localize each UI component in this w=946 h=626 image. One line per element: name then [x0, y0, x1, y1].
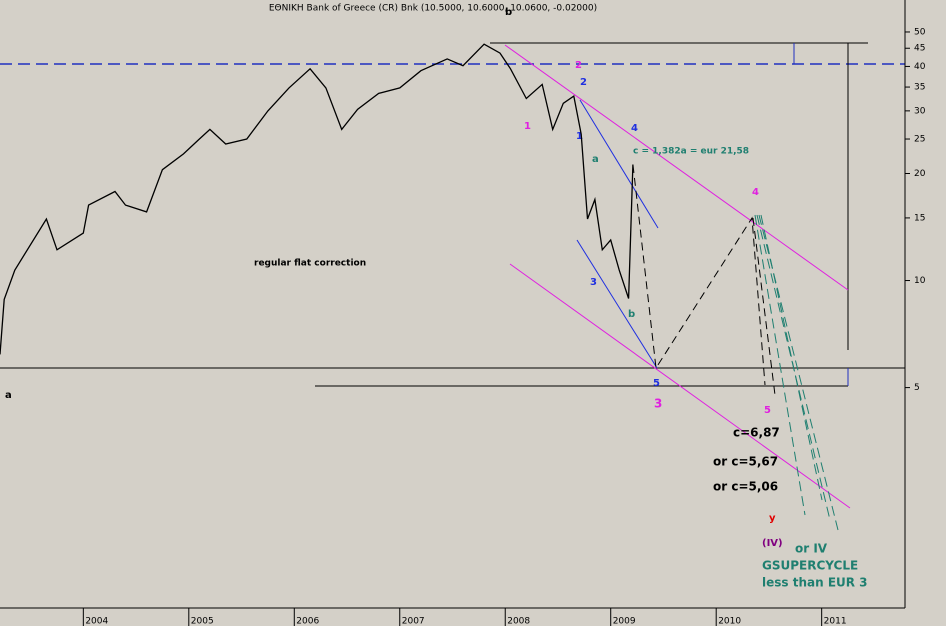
- annotation: b: [628, 309, 635, 320]
- annotation: 4: [631, 123, 638, 134]
- x-tick-label: 2007: [402, 617, 425, 626]
- y-tick-label: 50: [914, 27, 926, 37]
- annotation: y: [769, 513, 776, 524]
- annotation: 5: [653, 378, 660, 389]
- annotations: a b 1 2 3 4 5 1 2 3 4 5 a b c = 1,382a =…: [5, 7, 868, 590]
- projection-line: [754, 214, 806, 516]
- annotation: c=6,87: [733, 426, 780, 440]
- x-tick-label: 2009: [613, 617, 636, 626]
- annotation: 1: [576, 131, 583, 142]
- annotation: or c=5,67: [713, 455, 778, 469]
- y-tick-label: 20: [914, 169, 926, 179]
- annotation: 4: [752, 187, 759, 198]
- wave-line: [579, 99, 659, 229]
- y-tick-label: 25: [914, 135, 925, 145]
- annotation: 2: [575, 60, 582, 71]
- annotation: 3: [590, 277, 597, 288]
- y-tick-label: 35: [914, 83, 925, 93]
- x-tick-label: 2010: [718, 617, 741, 626]
- x-tick-label: 2011: [824, 617, 847, 626]
- chart-title: ΕΘΝΙΚΗ Bank of Greece (CR) Bnk (10.5000,…: [269, 4, 597, 14]
- x-tick-label: 2006: [296, 617, 319, 626]
- annotation: c = 1,382a = eur 21,58: [633, 147, 749, 157]
- annotation: regular flat correction: [254, 259, 366, 269]
- annotation: GSUPERCYCLE: [762, 559, 858, 573]
- annotation: a: [592, 154, 599, 165]
- annotation: less than EUR 3: [762, 576, 868, 590]
- annotation: 2: [580, 77, 587, 88]
- projection-line: [760, 214, 823, 501]
- annotation: or IV: [795, 542, 828, 556]
- projection-line: [632, 164, 766, 386]
- x-tick-label: 2008: [507, 617, 530, 626]
- annotation: 3: [654, 397, 662, 411]
- x-tick-label: 2004: [85, 617, 108, 626]
- y-tick-label: 45: [914, 44, 925, 54]
- y-tick-label: 40: [914, 62, 926, 72]
- x-tick-label: 2005: [191, 617, 214, 626]
- annotation: b: [505, 7, 512, 18]
- annotation: or c=5,06: [713, 480, 778, 494]
- annotation: 5: [764, 405, 771, 416]
- channel-line: [504, 44, 849, 291]
- annotation: a: [5, 390, 12, 401]
- annotation-lines: [0, 42, 905, 531]
- price-line: [0, 43, 634, 355]
- y-tick-label: 30: [914, 106, 926, 116]
- annotation: 1: [524, 121, 531, 132]
- y-tick-label: 5: [914, 383, 920, 393]
- wave-line: [576, 239, 658, 369]
- annotation: (IV): [762, 538, 783, 549]
- y-tick-label: 15: [914, 213, 925, 223]
- y-tick-label: 10: [914, 276, 926, 286]
- projection-line: [752, 217, 776, 396]
- channel-line: [509, 263, 851, 509]
